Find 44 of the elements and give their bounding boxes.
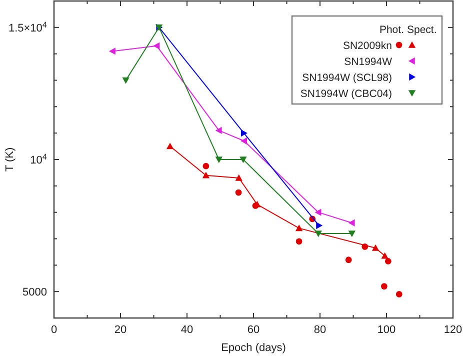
point — [235, 174, 242, 181]
x-tick-label: 60 — [247, 324, 260, 336]
y-tick-label: 10$^{4}$ — [30, 152, 48, 166]
point — [108, 48, 116, 55]
point — [235, 189, 242, 196]
point — [380, 283, 388, 290]
point — [316, 222, 323, 230]
point — [396, 291, 402, 298]
point — [295, 224, 303, 232]
point — [166, 142, 174, 150]
point — [314, 230, 322, 238]
legend-label: SN1994W — [344, 56, 392, 68]
x-tick-label: 0 — [50, 324, 58, 336]
point — [215, 156, 223, 164]
point — [384, 258, 392, 264]
x-tick-label: 40 — [180, 324, 194, 336]
legend-label: SN1994W (SCL98) — [302, 72, 392, 84]
point — [381, 252, 388, 259]
point — [345, 256, 352, 264]
annotation: Phot. — [379, 24, 404, 36]
x-axis-title: Epoch (days) — [221, 342, 286, 354]
point — [372, 244, 380, 251]
point — [215, 126, 222, 134]
legend-label: SN2009kn — [342, 40, 392, 52]
point — [240, 129, 248, 137]
point — [202, 172, 210, 178]
x-tick-label: 100 — [377, 324, 396, 336]
y-tick-label: 5000 — [22, 286, 47, 299]
x-tick-label: 20 — [114, 324, 127, 336]
point — [240, 156, 247, 164]
point — [314, 208, 322, 216]
annotation: Spect. — [407, 24, 437, 36]
point — [122, 77, 130, 84]
point — [153, 42, 160, 50]
point — [348, 230, 356, 238]
point — [202, 162, 210, 170]
point — [348, 219, 355, 226]
y-axis-title: T (K) — [4, 147, 16, 172]
x-tick-label: 120 — [444, 324, 462, 336]
point — [296, 238, 302, 245]
x-tick-label: 80 — [314, 324, 326, 336]
point — [240, 137, 248, 145]
legend-label: SN1994W (CBC04) — [300, 88, 392, 100]
y-tick-label: 1.5×10$^{4}$ — [8, 20, 48, 34]
